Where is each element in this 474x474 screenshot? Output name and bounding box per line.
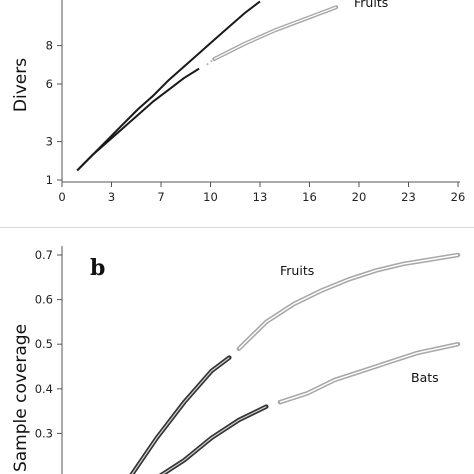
panel-b-y-tick-label: 0.5	[35, 337, 53, 351]
panel-a-x-tick-label: 7	[157, 190, 164, 204]
panel-b-y-tick-label: 0.3	[35, 426, 53, 440]
panel-a-series-line-gap	[206, 58, 215, 66]
panel-b-series-line-inner	[161, 406, 267, 474]
panel-b-y-tick-label: 0.7	[35, 248, 53, 262]
panel-a-series-line	[76, 67, 200, 172]
panel-a-series-line-inner	[214, 6, 337, 60]
panel-b-bats-label: Bats	[411, 370, 439, 385]
panel-a-x-tick-label: 16	[302, 190, 317, 204]
panel-b-letter: b	[90, 255, 105, 281]
panel-b-y-ticks: 0.3 0.4 0.5 0.6 0.7	[35, 248, 62, 440]
panel-a-x-tick-label: 26	[451, 190, 466, 204]
panel-b-series-line-outer	[236, 252, 461, 351]
panel-b: 0.3 0.4 0.5 0.6 0.7 b Sample coverage Fruits…	[11, 246, 461, 474]
panel-a-y-tick-label: 1	[46, 173, 53, 187]
panel-a-series	[76, 0, 339, 172]
panel-a-y-ticks: 1 3 6 8	[46, 39, 62, 187]
panel-a-y-tick-label: 6	[46, 77, 53, 91]
panel-b-y-tick-label: 0.6	[35, 293, 53, 307]
panel-b-fruits-label: Fruits	[280, 263, 314, 278]
panel-a-x-tick-label: 10	[203, 190, 218, 204]
panel-b-series-line-inner	[279, 343, 459, 403]
panel-a-x-ticks: 0 3 7 10 13 16 20 23 26	[58, 182, 465, 204]
panel-a-x-tick-label: 13	[253, 190, 268, 204]
panel-a-axes	[61, 0, 460, 183]
panel-a-fruits-label: Fruits	[354, 0, 388, 10]
panel-separator	[0, 227, 474, 228]
panel-b-series-line-inner	[131, 357, 230, 474]
panel-a-series-line	[76, 0, 261, 172]
panel-a-y-tick-label: 8	[46, 39, 53, 53]
panel-b-series-line-inner	[238, 254, 459, 350]
panel-a-series-line-outer	[212, 5, 339, 61]
panel-a-y-tick-label: 3	[46, 135, 53, 149]
panel-b-y-tick-label: 0.4	[35, 382, 53, 396]
panel-a-x-tick-label: 3	[108, 190, 115, 204]
panel-a-y-axis-title: Divers	[11, 58, 31, 112]
panel-a-x-tick-label: 23	[401, 190, 416, 204]
panel-b-series	[129, 252, 461, 474]
panel-b-y-axis-title: Sample coverage	[11, 324, 31, 472]
panel-a-x-tick-label: 20	[352, 190, 367, 204]
panel-a-x-tick-label: 0	[58, 190, 65, 204]
